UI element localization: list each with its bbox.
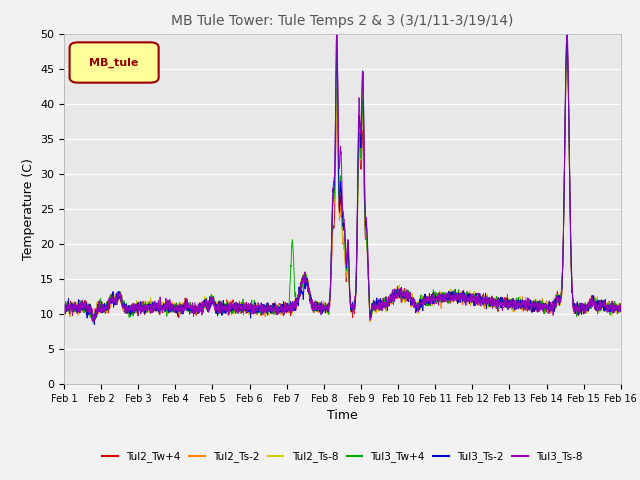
X-axis label: Time: Time [327,409,358,422]
Legend: Tul2_Tw+4, Tul2_Ts-2, Tul2_Ts-8, Tul3_Tw+4, Tul3_Ts-2, Tul3_Ts-8: Tul2_Tw+4, Tul2_Ts-2, Tul2_Ts-8, Tul3_Tw… [98,447,587,467]
FancyBboxPatch shape [70,42,159,83]
Title: MB Tule Tower: Tule Temps 2 & 3 (3/1/11-3/19/14): MB Tule Tower: Tule Temps 2 & 3 (3/1/11-… [172,14,513,28]
Y-axis label: Temperature (C): Temperature (C) [22,158,35,260]
Text: MB_tule: MB_tule [90,58,139,68]
